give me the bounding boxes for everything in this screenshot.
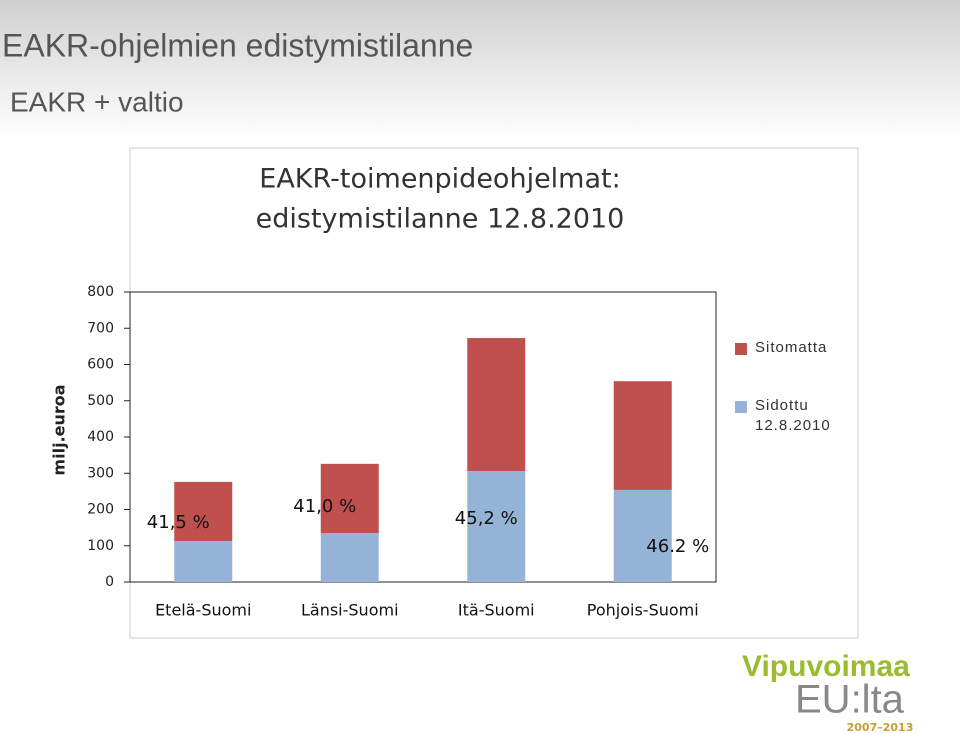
y-tick-label: 300	[87, 465, 114, 481]
y-tick-label: 800	[87, 284, 114, 300]
bar-segment	[467, 471, 526, 582]
annotation: 45,2 %	[455, 508, 518, 529]
logo-years: 2007–2013	[847, 721, 914, 734]
x-tick-label: Itä-Suomi	[458, 601, 535, 620]
bar-segment	[613, 381, 672, 490]
slide-subtitle: EAKR + valtio	[10, 86, 184, 117]
annotation: 41,5 %	[147, 512, 210, 533]
bar-segment	[467, 338, 526, 472]
y-tick-label: 0	[105, 574, 114, 590]
header-background	[0, 0, 960, 140]
annotation: 41,0 %	[293, 496, 356, 517]
y-tick-label: 600	[87, 357, 114, 373]
x-tick-label: Länsi-Suomi	[301, 601, 399, 620]
chart-title: edistymistilanne 12.8.2010	[256, 204, 625, 235]
y-tick-label: 200	[87, 502, 114, 518]
x-tick-label: Etelä-Suomi	[155, 601, 251, 620]
legend-label: Sitomatta	[755, 339, 828, 356]
logo-text: Vipuvoimaa	[742, 650, 910, 683]
chart-title: EAKR-toimenpideohjelmat:	[259, 164, 620, 195]
annotation: 46.2 %	[646, 536, 709, 557]
legend-label: Sidottu 12.8.2010	[755, 397, 831, 434]
legend-swatch	[735, 343, 747, 355]
y-tick-label: 400	[87, 429, 114, 445]
y-tick-label: 100	[87, 538, 114, 554]
y-tick-label: 700	[87, 320, 114, 336]
bar-segment	[174, 481, 233, 542]
logo-text: EU:lta	[795, 678, 905, 722]
y-tick-label: 500	[87, 393, 114, 409]
bar-segment	[613, 489, 672, 582]
bar-segment	[174, 541, 233, 582]
slide-title: EAKR-ohjelmien edistymistilanne	[2, 27, 473, 63]
x-tick-label: Pohjois-Suomi	[587, 601, 699, 620]
bar-segment	[320, 463, 379, 534]
y-axis-label: milj.euroa	[50, 384, 69, 475]
bar-segment	[320, 533, 379, 582]
legend-swatch	[735, 401, 747, 413]
